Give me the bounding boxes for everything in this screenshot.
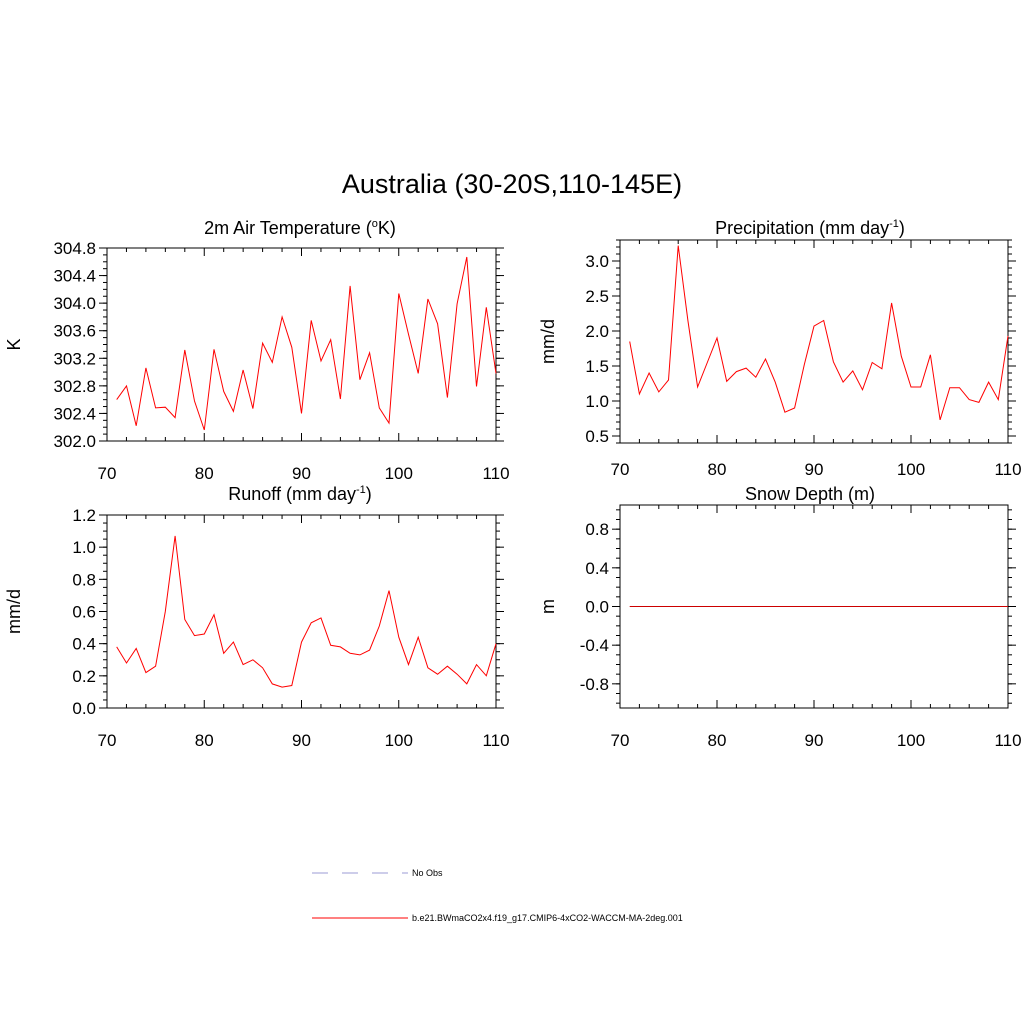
y-axis-label: mm/d bbox=[538, 319, 558, 364]
y-tick-label: 0.6 bbox=[72, 603, 96, 622]
x-tick-label: 90 bbox=[805, 460, 824, 479]
legend-label: b.e21.BWmaCO2x4.f19_g17.CMIP6-4xCO2-WACC… bbox=[412, 913, 683, 923]
y-tick-label: 302.0 bbox=[53, 432, 96, 451]
y-tick-label: 303.6 bbox=[53, 322, 96, 341]
y-axis-label: K bbox=[4, 338, 24, 350]
y-tick-label: 0.2 bbox=[72, 667, 96, 686]
y-tick-label: 0.4 bbox=[72, 635, 96, 654]
panel-title: 2m Air Temperature (oK) bbox=[204, 218, 396, 238]
x-tick-label: 110 bbox=[994, 460, 1021, 479]
y-tick-label: 1.0 bbox=[585, 392, 609, 411]
panel-title: Precipitation (mm day-1) bbox=[715, 218, 905, 238]
x-tick-label: 90 bbox=[805, 731, 824, 750]
y-tick-label: 304.8 bbox=[53, 239, 96, 258]
y-tick-label: 0.4 bbox=[585, 559, 609, 578]
series-line bbox=[116, 535, 497, 688]
x-tick-label: 70 bbox=[98, 464, 117, 483]
chart-panels: 2m Air Temperature (oK) 70 80 90 100 110 302.0… bbox=[4, 218, 1022, 750]
figure-title: Australia (30-20S,110-145E) bbox=[342, 169, 682, 199]
x-tick-label: 80 bbox=[708, 460, 727, 479]
x-tick-label: 100 bbox=[897, 460, 925, 479]
x-tick-label: 110 bbox=[482, 731, 509, 750]
panel-title: Snow Depth (m) bbox=[745, 484, 875, 504]
y-tick-label: 3.0 bbox=[585, 252, 609, 271]
y-tick-label: -0.8 bbox=[580, 675, 609, 694]
y-tick-label: 2.0 bbox=[585, 322, 609, 341]
y-tick-label: 1.5 bbox=[585, 357, 609, 376]
y-tick-label: 1.0 bbox=[72, 538, 96, 557]
y-tick-label: 0.0 bbox=[72, 699, 96, 718]
y-tick-label: 1.2 bbox=[72, 506, 96, 525]
y-axis-label: mm/d bbox=[4, 589, 24, 634]
series-line bbox=[629, 245, 1009, 421]
x-tick-label: 100 bbox=[897, 731, 925, 750]
chart-panel-1: 2m Air Temperature (oK) 70 80 90 100 110 302.0… bbox=[4, 218, 510, 483]
x-tick-label: 110 bbox=[482, 464, 509, 483]
y-axis-label: m bbox=[538, 599, 558, 614]
y-tick-label: 303.2 bbox=[53, 349, 96, 368]
x-tick-label: 70 bbox=[611, 731, 630, 750]
x-tick-label: 110 bbox=[994, 731, 1021, 750]
x-tick-label: 100 bbox=[385, 731, 413, 750]
plot-frame bbox=[619, 239, 1009, 444]
x-tick-label: 90 bbox=[292, 731, 311, 750]
chart-panel-3: Runoff (mm day-1) 70 80 90 100 110 0.0 0.2 0.4 0.… bbox=[4, 484, 510, 750]
x-tick-label: 90 bbox=[292, 464, 311, 483]
legend-label: No Obs bbox=[412, 868, 443, 878]
y-tick-label: 304.4 bbox=[53, 267, 96, 286]
y-tick-label: 302.4 bbox=[53, 404, 96, 423]
x-tick-label: 80 bbox=[195, 464, 214, 483]
x-tick-label: 80 bbox=[708, 731, 727, 750]
panel-title: Runoff (mm day-1) bbox=[228, 484, 372, 504]
chart-panel-4: Snow Depth (m) 70 80 90 100 110 -0.8 -0.4 0.0 0.4… bbox=[538, 484, 1022, 750]
x-tick-label: 80 bbox=[195, 731, 214, 750]
x-tick-label: 70 bbox=[611, 460, 630, 479]
y-tick-label: 0.8 bbox=[585, 520, 609, 539]
y-tick-label: 0.8 bbox=[72, 570, 96, 589]
series-line bbox=[116, 256, 497, 431]
legend: No Obs b.e21.BWmaCO2x4.f19_g17.CMIP6-4xCO… bbox=[312, 868, 683, 923]
y-tick-label: 0.0 bbox=[585, 598, 609, 617]
y-tick-label: 0.5 bbox=[585, 427, 609, 446]
x-tick-label: 70 bbox=[98, 731, 117, 750]
y-tick-label: -0.4 bbox=[580, 636, 609, 655]
chart-panel-2: Precipitation (mm day-1) 70 80 90 100 110 0.5 1… bbox=[538, 218, 1022, 479]
y-tick-label: 304.0 bbox=[53, 294, 96, 313]
x-tick-label: 100 bbox=[385, 464, 413, 483]
y-tick-label: 302.8 bbox=[53, 377, 96, 396]
y-tick-label: 2.5 bbox=[585, 287, 609, 306]
